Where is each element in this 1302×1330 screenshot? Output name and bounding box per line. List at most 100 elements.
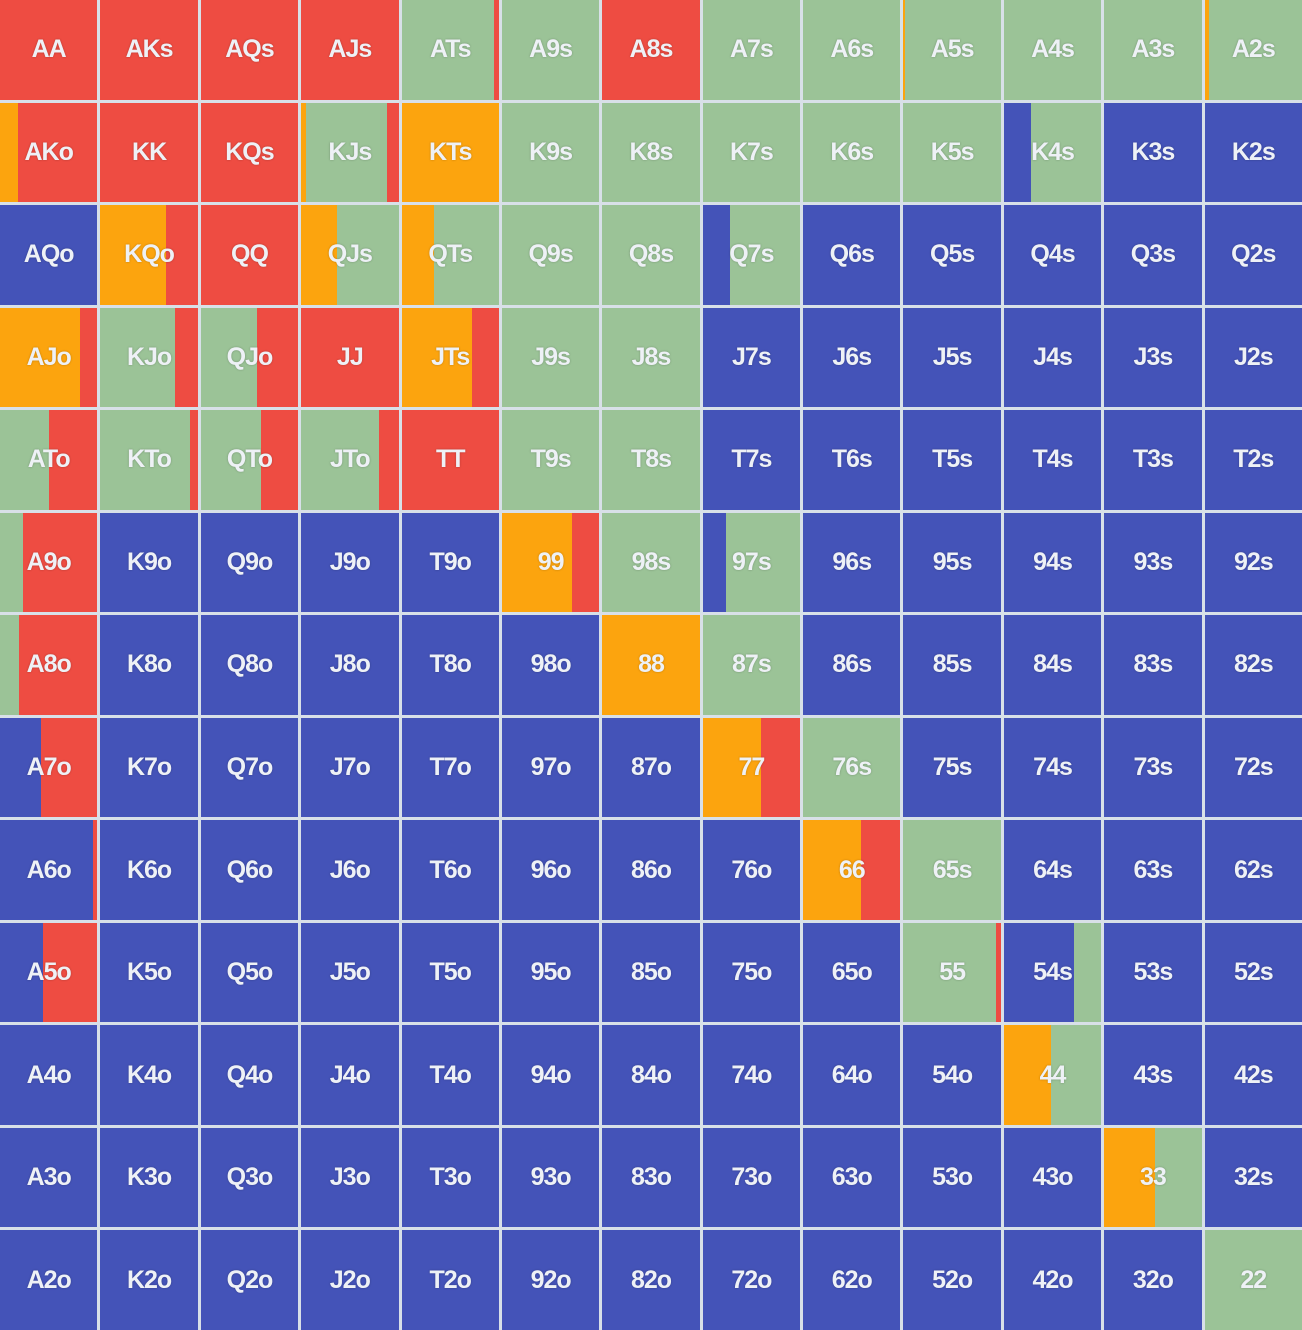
hand-cell-Q7o[interactable]: Q7o — [200, 717, 299, 818]
hand-cell-52o[interactable]: 52o — [903, 1230, 1001, 1330]
hand-cell-K7o[interactable]: K7o — [100, 717, 198, 818]
hand-cell-KQs[interactable]: KQs — [200, 102, 299, 203]
hand-cell-K6o[interactable]: K6o — [100, 820, 198, 920]
hand-cell-K9s[interactable]: K9s — [501, 102, 600, 203]
hand-cell-Q4s[interactable]: Q4s — [1003, 205, 1102, 305]
hand-cell-T5s[interactable]: T5s — [903, 410, 1001, 510]
hand-cell-Q6o[interactable]: Q6o — [200, 820, 299, 920]
hand-cell-K4o[interactable]: K4o — [100, 1025, 198, 1125]
hand-cell-T9o[interactable]: T9o — [401, 512, 499, 613]
hand-cell-Q8s[interactable]: Q8s — [602, 205, 700, 305]
hand-cell-QJs[interactable]: QJs — [301, 205, 399, 305]
hand-cell-53o[interactable]: 53o — [903, 1127, 1001, 1228]
hand-cell-JJ[interactable]: JJ — [301, 307, 399, 408]
hand-cell-KJs[interactable]: KJs — [301, 102, 399, 203]
hand-cell-J3o[interactable]: J3o — [301, 1127, 399, 1228]
hand-cell-A8s[interactable]: A8s — [602, 0, 700, 100]
hand-cell-95s[interactable]: 95s — [903, 512, 1001, 613]
hand-cell-99[interactable]: 99 — [501, 512, 600, 613]
hand-cell-44[interactable]: 44 — [1003, 1025, 1102, 1125]
hand-cell-93s[interactable]: 93s — [1104, 512, 1202, 613]
hand-cell-73s[interactable]: 73s — [1104, 717, 1202, 818]
hand-cell-Q3s[interactable]: Q3s — [1104, 205, 1202, 305]
hand-cell-Q9o[interactable]: Q9o — [200, 512, 299, 613]
hand-cell-K5o[interactable]: K5o — [100, 922, 198, 1023]
hand-cell-77[interactable]: 77 — [702, 717, 801, 818]
hand-cell-94s[interactable]: 94s — [1003, 512, 1102, 613]
hand-cell-84s[interactable]: 84s — [1003, 615, 1102, 715]
hand-cell-K3s[interactable]: K3s — [1104, 102, 1202, 203]
hand-cell-ATs[interactable]: ATs — [401, 0, 499, 100]
hand-cell-75s[interactable]: 75s — [903, 717, 1001, 818]
hand-cell-AKs[interactable]: AKs — [100, 0, 198, 100]
hand-cell-KJo[interactable]: KJo — [100, 307, 198, 408]
hand-cell-Q7s[interactable]: Q7s — [702, 205, 801, 305]
hand-cell-K9o[interactable]: K9o — [100, 512, 198, 613]
hand-cell-QTs[interactable]: QTs — [401, 205, 499, 305]
hand-cell-T9s[interactable]: T9s — [501, 410, 600, 510]
hand-cell-J8s[interactable]: J8s — [602, 307, 700, 408]
hand-cell-J6o[interactable]: J6o — [301, 820, 399, 920]
hand-cell-AJs[interactable]: AJs — [301, 0, 399, 100]
hand-cell-QQ[interactable]: QQ — [200, 205, 299, 305]
hand-cell-Q2s[interactable]: Q2s — [1204, 205, 1302, 305]
hand-cell-A9o[interactable]: A9o — [0, 512, 98, 613]
hand-cell-Q5o[interactable]: Q5o — [200, 922, 299, 1023]
hand-cell-64o[interactable]: 64o — [803, 1025, 901, 1125]
hand-cell-KTo[interactable]: KTo — [100, 410, 198, 510]
hand-cell-63s[interactable]: 63s — [1104, 820, 1202, 920]
hand-cell-66[interactable]: 66 — [803, 820, 901, 920]
hand-cell-ATo[interactable]: ATo — [0, 410, 98, 510]
hand-cell-62o[interactable]: 62o — [803, 1230, 901, 1330]
hand-cell-K8o[interactable]: K8o — [100, 615, 198, 715]
hand-cell-Q2o[interactable]: Q2o — [200, 1230, 299, 1330]
hand-cell-96s[interactable]: 96s — [803, 512, 901, 613]
hand-cell-K8s[interactable]: K8s — [602, 102, 700, 203]
hand-cell-86o[interactable]: 86o — [602, 820, 700, 920]
hand-cell-T6s[interactable]: T6s — [803, 410, 901, 510]
hand-cell-K7s[interactable]: K7s — [702, 102, 801, 203]
hand-cell-J7o[interactable]: J7o — [301, 717, 399, 818]
hand-cell-A6o[interactable]: A6o — [0, 820, 98, 920]
hand-cell-T2o[interactable]: T2o — [401, 1230, 499, 1330]
hand-cell-75o[interactable]: 75o — [702, 922, 801, 1023]
hand-cell-TT[interactable]: TT — [401, 410, 499, 510]
hand-cell-AJo[interactable]: AJo — [0, 307, 98, 408]
hand-cell-JTo[interactable]: JTo — [301, 410, 399, 510]
hand-cell-65s[interactable]: 65s — [903, 820, 1001, 920]
hand-cell-A4o[interactable]: A4o — [0, 1025, 98, 1125]
hand-cell-33[interactable]: 33 — [1104, 1127, 1202, 1228]
hand-cell-T7o[interactable]: T7o — [401, 717, 499, 818]
hand-cell-JTs[interactable]: JTs — [401, 307, 499, 408]
hand-cell-QJo[interactable]: QJo — [200, 307, 299, 408]
hand-cell-J4o[interactable]: J4o — [301, 1025, 399, 1125]
hand-cell-54o[interactable]: 54o — [903, 1025, 1001, 1125]
hand-cell-98o[interactable]: 98o — [501, 615, 600, 715]
hand-cell-74o[interactable]: 74o — [702, 1025, 801, 1125]
hand-cell-T5o[interactable]: T5o — [401, 922, 499, 1023]
hand-cell-K5s[interactable]: K5s — [903, 102, 1001, 203]
hand-cell-J5s[interactable]: J5s — [903, 307, 1001, 408]
hand-cell-T2s[interactable]: T2s — [1204, 410, 1302, 510]
hand-cell-92o[interactable]: 92o — [501, 1230, 600, 1330]
hand-cell-K2o[interactable]: K2o — [100, 1230, 198, 1330]
hand-cell-J9s[interactable]: J9s — [501, 307, 600, 408]
hand-cell-J9o[interactable]: J9o — [301, 512, 399, 613]
hand-cell-87o[interactable]: 87o — [602, 717, 700, 818]
hand-cell-22[interactable]: 22 — [1204, 1230, 1302, 1330]
hand-cell-98s[interactable]: 98s — [602, 512, 700, 613]
hand-cell-63o[interactable]: 63o — [803, 1127, 901, 1228]
hand-cell-A6s[interactable]: A6s — [803, 0, 901, 100]
hand-cell-32s[interactable]: 32s — [1204, 1127, 1302, 1228]
hand-cell-Q5s[interactable]: Q5s — [903, 205, 1001, 305]
hand-cell-J5o[interactable]: J5o — [301, 922, 399, 1023]
hand-cell-J4s[interactable]: J4s — [1003, 307, 1102, 408]
hand-cell-T7s[interactable]: T7s — [702, 410, 801, 510]
hand-cell-73o[interactable]: 73o — [702, 1127, 801, 1228]
hand-cell-T4s[interactable]: T4s — [1003, 410, 1102, 510]
hand-cell-J7s[interactable]: J7s — [702, 307, 801, 408]
hand-cell-96o[interactable]: 96o — [501, 820, 600, 920]
hand-cell-KK[interactable]: KK — [100, 102, 198, 203]
hand-cell-65o[interactable]: 65o — [803, 922, 901, 1023]
hand-cell-AQo[interactable]: AQo — [0, 205, 98, 305]
